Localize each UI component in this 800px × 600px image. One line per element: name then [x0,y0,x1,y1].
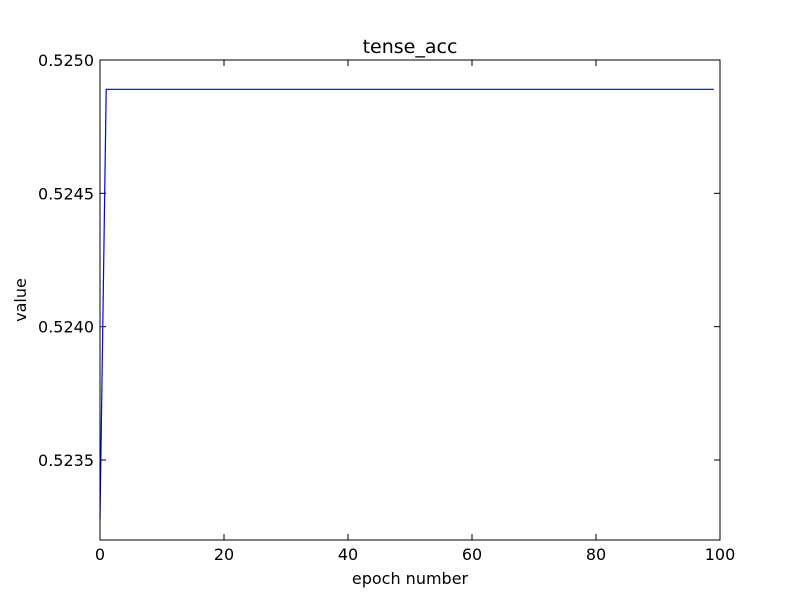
y-tick-label-2: 0.5245 [38,184,94,203]
y-axis-label: value [11,278,30,322]
chart-title: tense_acc [363,36,458,58]
series-line-0 [99,88,714,519]
x-tick-label-1: 20 [214,545,234,564]
y-tick-label-3: 0.5250 [38,51,94,70]
x-tick-label-4: 80 [586,545,606,564]
x-axis-label: epoch number [352,569,469,588]
x-tick-label-2: 40 [338,545,358,564]
x-tick-label-5: 100 [705,545,736,564]
y-tick-label-1: 0.5240 [38,318,94,337]
x-tick-label-3: 60 [462,545,482,564]
x-tick-label-0: 0 [95,545,105,564]
plot-frame [99,59,721,541]
y-tick-label-0: 0.5235 [38,451,94,470]
plot-area: 0 20 40 60 80 100 0.5235 0.5240 0.5245 0.5250 [38,51,735,564]
